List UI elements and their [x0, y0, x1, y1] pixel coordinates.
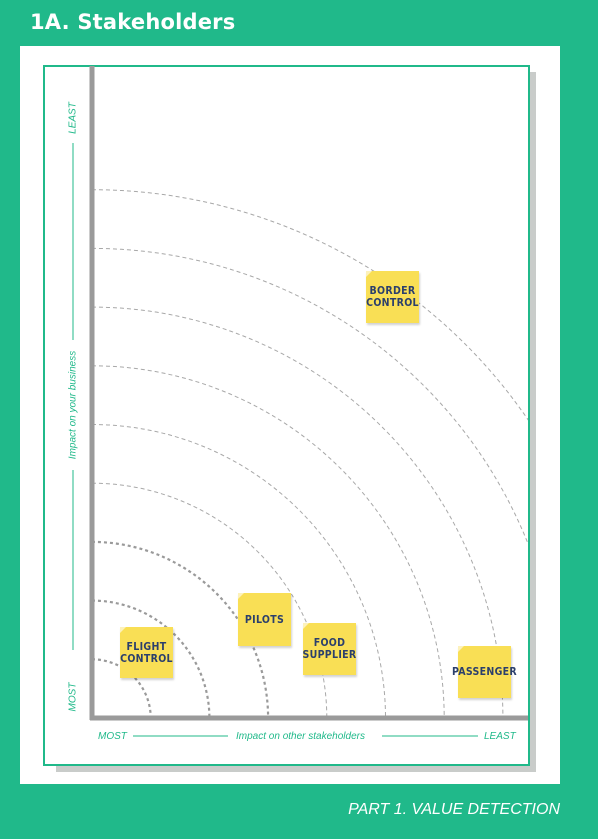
sticky-note-passenger[interactable]: PASSENGER: [452, 646, 517, 698]
axes-lines: [72, 66, 528, 737]
page-title: 1A. Stakeholders: [30, 10, 236, 34]
sticky-note-flight-control[interactable]: FLIGHT CONTROL: [120, 627, 173, 678]
x-axis-max-label: LEAST: [484, 731, 516, 742]
impact-ring: [92, 424, 386, 718]
impact-ring: [92, 306, 504, 718]
y-axis-min-label: MOST: [67, 682, 79, 712]
x-axis-min-label: MOST: [98, 731, 127, 742]
impact-ring: [92, 365, 445, 718]
sticky-note-border-control[interactable]: BORDER CONTROL: [366, 271, 419, 323]
footer-section-label: PART 1. VALUE DETECTION: [348, 801, 560, 818]
impact-ring: [92, 482, 328, 718]
impact-ring: [92, 658, 152, 718]
sticky-note-food-supplier[interactable]: FOOD SUPPLIER: [303, 623, 356, 675]
sticky-note-pilots[interactable]: PILOTS: [238, 593, 291, 646]
y-axis-title: Impact on your business: [67, 350, 79, 460]
impact-ring: [92, 599, 211, 718]
impact-ring: [92, 540, 270, 718]
x-axis-title: Impact on other stakeholders: [236, 731, 365, 742]
y-axis-max-label: LEAST: [67, 102, 79, 134]
impact-ring: [92, 189, 528, 421]
concentric-arcs: [92, 189, 528, 718]
